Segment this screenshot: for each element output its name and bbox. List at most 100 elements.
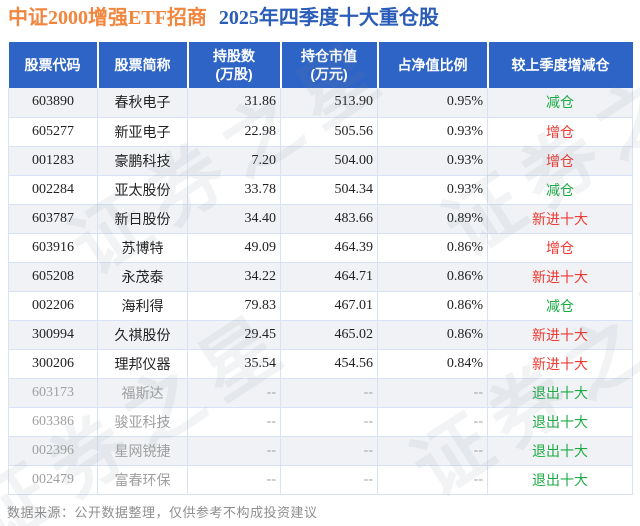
- table-row: 603173 福斯达 -- -- -- 退出十大: [8, 378, 633, 408]
- net-ratio-cell: 0.95%: [377, 88, 488, 118]
- market-value-cell: 504.00: [280, 146, 378, 176]
- stock-name-cell: 新亚电子: [97, 117, 188, 147]
- table-row: 603386 骏亚科技 -- -- -- 退出十大: [8, 407, 633, 437]
- report-period: 2025年四季度十大重仓股: [218, 7, 439, 29]
- stock-name-cell: 永茂泰: [97, 262, 188, 292]
- column-header-6: 较上季度增减仓: [486, 42, 633, 88]
- stock-code-cell: 300994: [8, 320, 98, 350]
- market-value-cell: 454.56: [280, 349, 378, 379]
- stock-name-cell: 富春环保: [97, 465, 188, 495]
- stock-name-cell: 理邦仪器: [97, 349, 188, 379]
- net-ratio-cell: 0.93%: [377, 117, 488, 147]
- net-ratio-cell: 0.93%: [377, 175, 488, 205]
- holdings-table: 股票代码 股票简称 持股数 (万股) 持仓市值 (万元) 占净值比例 较上季度增减仓 6038…: [8, 42, 633, 495]
- stock-code-cell: 605208: [8, 262, 98, 292]
- stock-name-cell: 星网锐捷: [97, 436, 188, 466]
- shares-held-cell: 34.40: [187, 204, 281, 234]
- table-row: 002284 亚太股份 33.78 504.34 0.93% 减仓: [8, 175, 633, 205]
- shares-held-cell: 49.09: [187, 233, 281, 263]
- quarter-change-cell: 退出十大: [487, 465, 633, 495]
- net-ratio-cell: --: [377, 436, 488, 466]
- shares-held-cell: 33.78: [187, 175, 281, 205]
- stock-name-cell: 苏博特: [97, 233, 188, 263]
- market-value-cell: 505.56: [280, 117, 378, 147]
- table-row: 002396 星网锐捷 -- -- -- 退出十大: [8, 436, 633, 466]
- quarter-change-cell: 增仓: [487, 117, 633, 147]
- shares-held-cell: 29.45: [187, 320, 281, 350]
- shares-held-cell: 79.83: [187, 291, 281, 321]
- net-ratio-cell: 0.86%: [377, 233, 488, 263]
- market-value-cell: 513.90: [280, 88, 378, 118]
- column-header-4: 持仓市值 (万元): [279, 42, 378, 88]
- quarter-change-cell: 减仓: [487, 88, 633, 118]
- market-value-cell: --: [280, 436, 378, 466]
- market-value-cell: 504.34: [280, 175, 378, 205]
- net-ratio-cell: 0.86%: [377, 320, 488, 350]
- table-row: 605208 永茂泰 34.22 464.71 0.86% 新进十大: [8, 262, 633, 292]
- shares-held-cell: 31.86: [187, 88, 281, 118]
- net-ratio-cell: --: [377, 407, 488, 437]
- quarter-change-cell: 减仓: [487, 175, 633, 205]
- column-header-3: 持股数 (万股): [186, 42, 281, 88]
- data-source-note: 数据来源：公开数据整理，仅供参考不构成投资建议: [7, 505, 318, 520]
- stock-name-cell: 亚太股份: [97, 175, 188, 205]
- quarter-change-cell: 增仓: [487, 146, 633, 176]
- column-header-1: 股票代码: [8, 42, 98, 88]
- net-ratio-cell: 0.84%: [377, 349, 488, 379]
- shares-held-cell: --: [187, 465, 281, 495]
- shares-held-cell: 35.54: [187, 349, 281, 379]
- stock-name-cell: 久祺股份: [97, 320, 188, 350]
- stock-name-cell: 新日股份: [97, 204, 188, 234]
- shares-held-cell: 34.22: [187, 262, 281, 292]
- net-ratio-cell: --: [377, 465, 488, 495]
- stock-name-cell: 骏亚科技: [97, 407, 188, 437]
- stock-code-cell: 002479: [8, 465, 98, 495]
- market-value-cell: 467.01: [280, 291, 378, 321]
- quarter-change-cell: 新进十大: [487, 320, 633, 350]
- table-row: 002479 富春环保 -- -- -- 退出十大: [8, 465, 633, 495]
- stock-code-cell: 603890: [8, 88, 98, 118]
- market-value-cell: --: [280, 407, 378, 437]
- market-value-cell: 464.39: [280, 233, 378, 263]
- stock-code-cell: 603386: [8, 407, 98, 437]
- quarter-change-cell: 新进十大: [487, 262, 633, 292]
- quarter-change-cell: 新进十大: [487, 349, 633, 379]
- table-row: 300994 久祺股份 29.45 465.02 0.86% 新进十大: [8, 320, 633, 350]
- stock-code-cell: 605277: [8, 117, 98, 147]
- stock-code-cell: 001283: [8, 146, 98, 176]
- column-header-2: 股票简称: [96, 42, 188, 88]
- shares-held-cell: --: [187, 378, 281, 408]
- quarter-change-cell: 减仓: [487, 291, 633, 321]
- market-value-cell: 483.66: [280, 204, 378, 234]
- table-header-row: 股票代码 股票简称 持股数 (万股) 持仓市值 (万元) 占净值比例 较上季度增减仓: [8, 42, 633, 88]
- net-ratio-cell: --: [377, 378, 488, 408]
- table-row: 300206 理邦仪器 35.54 454.56 0.84% 新进十大: [8, 349, 633, 379]
- stock-name-cell: 春秋电子: [97, 88, 188, 118]
- market-value-cell: --: [280, 465, 378, 495]
- stock-name-cell: 海利得: [97, 291, 188, 321]
- stock-name-cell: 豪鹏科技: [97, 146, 188, 176]
- shares-held-cell: --: [187, 407, 281, 437]
- table-row: 603890 春秋电子 31.86 513.90 0.95% 减仓: [8, 88, 633, 118]
- shares-held-cell: 22.98: [187, 117, 281, 147]
- market-value-cell: --: [280, 378, 378, 408]
- stock-code-cell: 002206: [8, 291, 98, 321]
- table-row: 605277 新亚电子 22.98 505.56 0.93% 增仓: [8, 117, 633, 147]
- quarter-change-cell: 退出十大: [487, 436, 633, 466]
- quarter-change-cell: 增仓: [487, 233, 633, 263]
- stock-code-cell: 300206: [8, 349, 98, 379]
- market-value-cell: 465.02: [280, 320, 378, 350]
- net-ratio-cell: 0.93%: [377, 146, 488, 176]
- net-ratio-cell: 0.86%: [377, 291, 488, 321]
- table-row: 001283 豪鹏科技 7.20 504.00 0.93% 增仓: [8, 146, 633, 176]
- net-ratio-cell: 0.86%: [377, 262, 488, 292]
- net-ratio-cell: 0.89%: [377, 204, 488, 234]
- table-row: 603916 苏博特 49.09 464.39 0.86% 增仓: [8, 233, 633, 263]
- table-row: 603787 新日股份 34.40 483.66 0.89% 新进十大: [8, 204, 633, 234]
- stock-code-cell: 002396: [8, 436, 98, 466]
- shares-held-cell: 7.20: [187, 146, 281, 176]
- shares-held-cell: --: [187, 436, 281, 466]
- quarter-change-cell: 退出十大: [487, 407, 633, 437]
- column-header-5: 占净值比例: [376, 42, 488, 88]
